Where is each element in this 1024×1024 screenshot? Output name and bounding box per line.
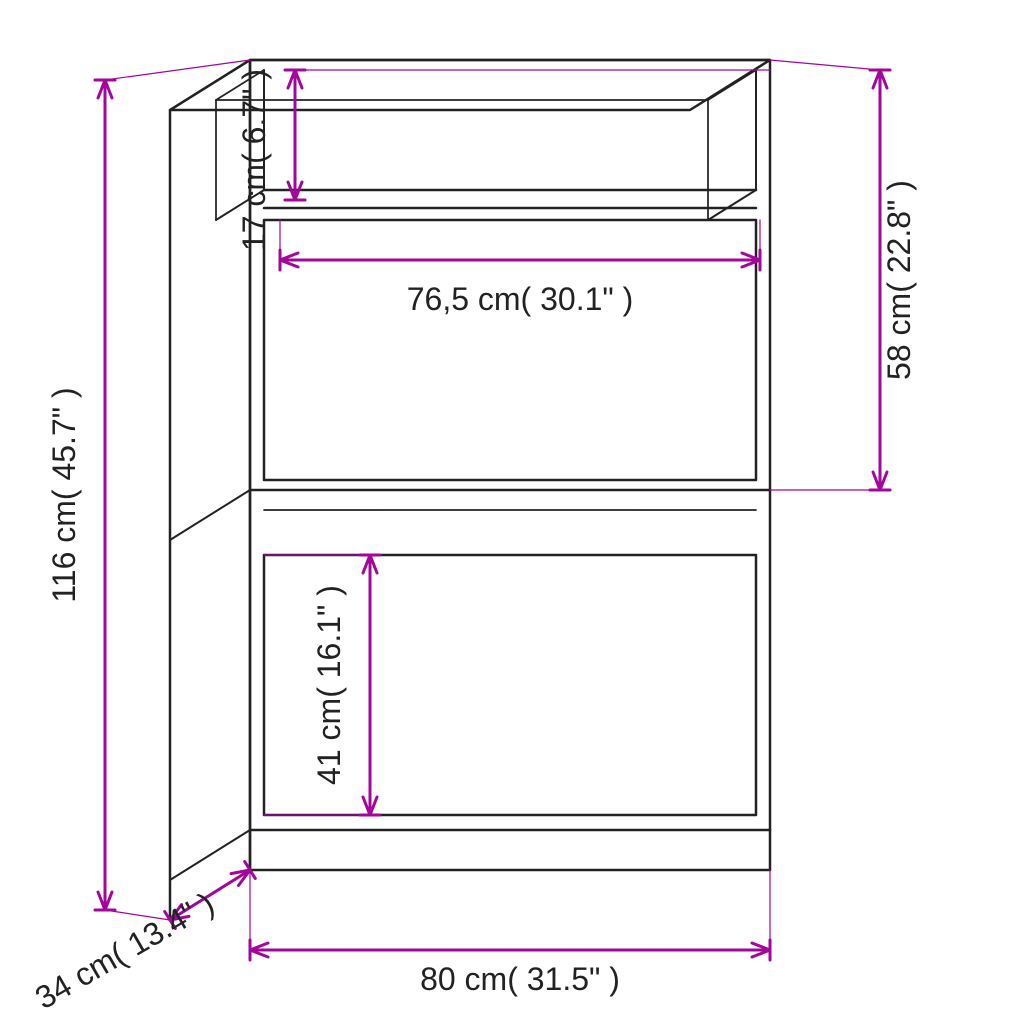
dim-label-h_shelf: 17 cm( 6.7" ) xyxy=(236,69,272,251)
dim-label-h_total: 116 cm( 45.7" ) xyxy=(46,387,82,602)
dim-label-h_door: 41 cm( 16.1" ) xyxy=(311,585,347,785)
dim-label-w_inner: 76,5 cm( 30.1" ) xyxy=(407,281,634,317)
dim-label-w_total: 80 cm( 31.5" ) xyxy=(420,961,620,997)
dim-label-h_upper: 58 cm( 22.8" ) xyxy=(881,180,917,380)
